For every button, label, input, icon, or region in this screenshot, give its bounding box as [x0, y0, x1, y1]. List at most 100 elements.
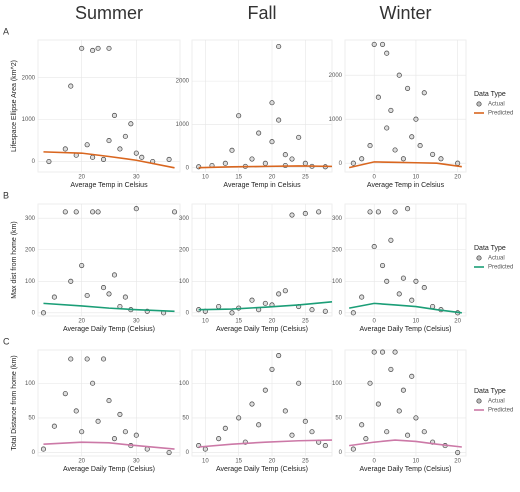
point: [359, 156, 365, 162]
y-axis-label: Max dist from home (km): [11, 221, 18, 298]
x-axis-label: Average Daily Temp (Celsius): [216, 466, 308, 473]
point: [166, 156, 172, 162]
point: [84, 142, 90, 148]
legend-label: Actual: [488, 399, 505, 405]
point: [384, 125, 390, 131]
point: [455, 449, 461, 456]
point: [269, 100, 275, 106]
row-label: C: [3, 336, 10, 346]
point: [262, 387, 268, 393]
point: [322, 308, 328, 314]
y-tick-label: 0: [32, 450, 36, 456]
point: [367, 209, 373, 215]
point: [90, 380, 96, 386]
point: [413, 278, 419, 284]
point: [117, 411, 123, 417]
point: [276, 43, 282, 50]
point: [95, 418, 101, 424]
point: [405, 432, 411, 438]
point: [371, 244, 377, 250]
x-tick-label: 10: [413, 459, 420, 465]
point: [202, 446, 208, 452]
x-tick-label: 25: [302, 319, 309, 325]
x-tick-label: 10: [202, 175, 209, 181]
point: [269, 366, 275, 372]
x-axis-label: Average Daily Temp (Celsius): [360, 466, 452, 473]
y-tick-label: 100: [332, 381, 343, 387]
y-tick-label: 2000: [176, 79, 190, 85]
point: [262, 300, 268, 306]
x-tick-label: 10: [413, 175, 420, 181]
point: [68, 356, 74, 362]
y-tick-label: 100: [332, 279, 343, 285]
point: [90, 209, 96, 215]
point: [133, 432, 139, 438]
point: [40, 310, 47, 316]
point: [122, 294, 128, 300]
point: [302, 160, 308, 166]
y-tick-label: 100: [25, 279, 36, 285]
y-tick-label: 2000: [329, 73, 343, 79]
point: [350, 310, 356, 316]
point: [380, 349, 386, 355]
point: [417, 143, 423, 149]
x-tick-label: 20: [454, 175, 461, 181]
point: [289, 156, 295, 162]
y-tick-label: 1000: [22, 117, 36, 123]
point: [106, 45, 112, 51]
predicted-line: [198, 439, 333, 448]
point: [380, 262, 386, 269]
point: [405, 206, 411, 212]
point: [229, 310, 235, 316]
point: [79, 45, 85, 51]
y-tick-label: 100: [179, 279, 190, 285]
point: [106, 398, 112, 404]
point: [282, 408, 288, 414]
y-tick-label: 200: [25, 247, 36, 253]
y-tick-label: 0: [32, 159, 36, 165]
y-tick-label: 0: [186, 310, 190, 316]
point: [216, 436, 222, 442]
predicted-line: [349, 302, 462, 314]
point: [296, 134, 302, 140]
predicted-line: [43, 441, 175, 450]
point: [322, 443, 328, 449]
point: [392, 209, 398, 215]
y-tick-label: 300: [179, 216, 190, 222]
point: [421, 429, 427, 435]
point: [111, 436, 118, 442]
point: [359, 294, 365, 300]
x-tick-label: 30: [133, 459, 140, 465]
point: [276, 291, 282, 297]
point: [106, 138, 112, 144]
point: [400, 387, 406, 393]
column-title: Winter: [379, 3, 431, 23]
y-tick-label: 300: [25, 216, 36, 222]
predicted-line: [43, 151, 175, 169]
y-tick-label: 50: [182, 415, 189, 421]
point: [396, 72, 402, 78]
point: [289, 432, 295, 438]
y-tick-label: 0: [186, 165, 190, 171]
column-title: Fall: [247, 3, 276, 23]
point: [171, 209, 178, 215]
point: [79, 262, 85, 269]
point: [380, 41, 386, 47]
point: [392, 147, 398, 153]
x-tick-label: 25: [302, 459, 309, 465]
point: [438, 156, 444, 162]
point: [100, 356, 107, 362]
point: [51, 294, 57, 300]
plot-background: [344, 39, 467, 173]
plot-background: [191, 349, 333, 457]
point: [62, 209, 68, 215]
x-tick-label: 20: [269, 319, 276, 325]
x-tick-label: 0: [373, 459, 377, 465]
point: [73, 408, 79, 414]
point: [106, 291, 112, 297]
plot-background: [37, 203, 181, 317]
point: [62, 146, 68, 152]
point: [111, 112, 118, 118]
y-tick-label: 0: [186, 450, 190, 456]
